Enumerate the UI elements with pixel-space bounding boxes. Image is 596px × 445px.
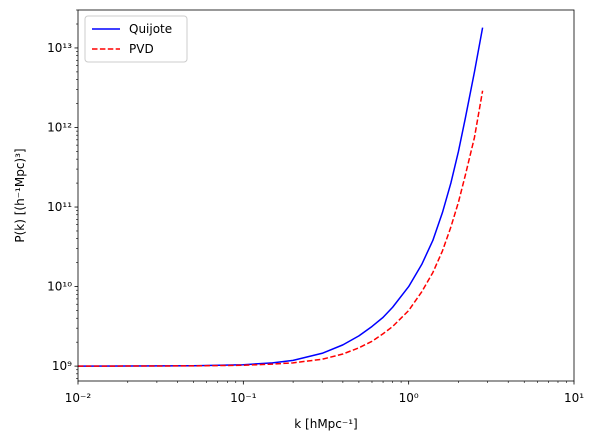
y-tick-label: 10⁹ <box>52 359 72 373</box>
x-tick-label: 10⁻² <box>65 391 92 405</box>
series-line-pvd <box>77 90 484 367</box>
plot-frame <box>77 9 575 382</box>
x-tick-label: 10⁰ <box>399 391 419 405</box>
y-axis-label: P(k) [(h⁻¹Mpc)³] <box>13 148 27 242</box>
legend-box <box>84 15 188 63</box>
series-line-quijote <box>77 27 484 367</box>
x-axis-label: k [hMpc⁻¹] <box>294 417 357 431</box>
y-tick-label: 10¹² <box>47 120 72 134</box>
legend: Quijote PVD <box>84 15 188 63</box>
series-layer <box>77 27 484 367</box>
x-tick-label: 10⁻¹ <box>230 391 257 405</box>
x-tick-label: 10¹ <box>564 391 584 405</box>
y-tick-label: 10¹¹ <box>47 200 72 214</box>
y-tick-label: 10¹³ <box>47 41 72 55</box>
legend-label-quijote: Quijote <box>129 22 172 36</box>
y-axis-ticks: 10⁹ 10¹⁰ 10¹¹ 10¹² 10¹³ <box>47 9 78 379</box>
legend-label-pvd: PVD <box>129 42 154 56</box>
y-tick-label: 10¹⁰ <box>47 280 72 294</box>
x-axis-ticks: 10⁻² 10⁻¹ 10⁰ 10¹ <box>65 381 584 405</box>
